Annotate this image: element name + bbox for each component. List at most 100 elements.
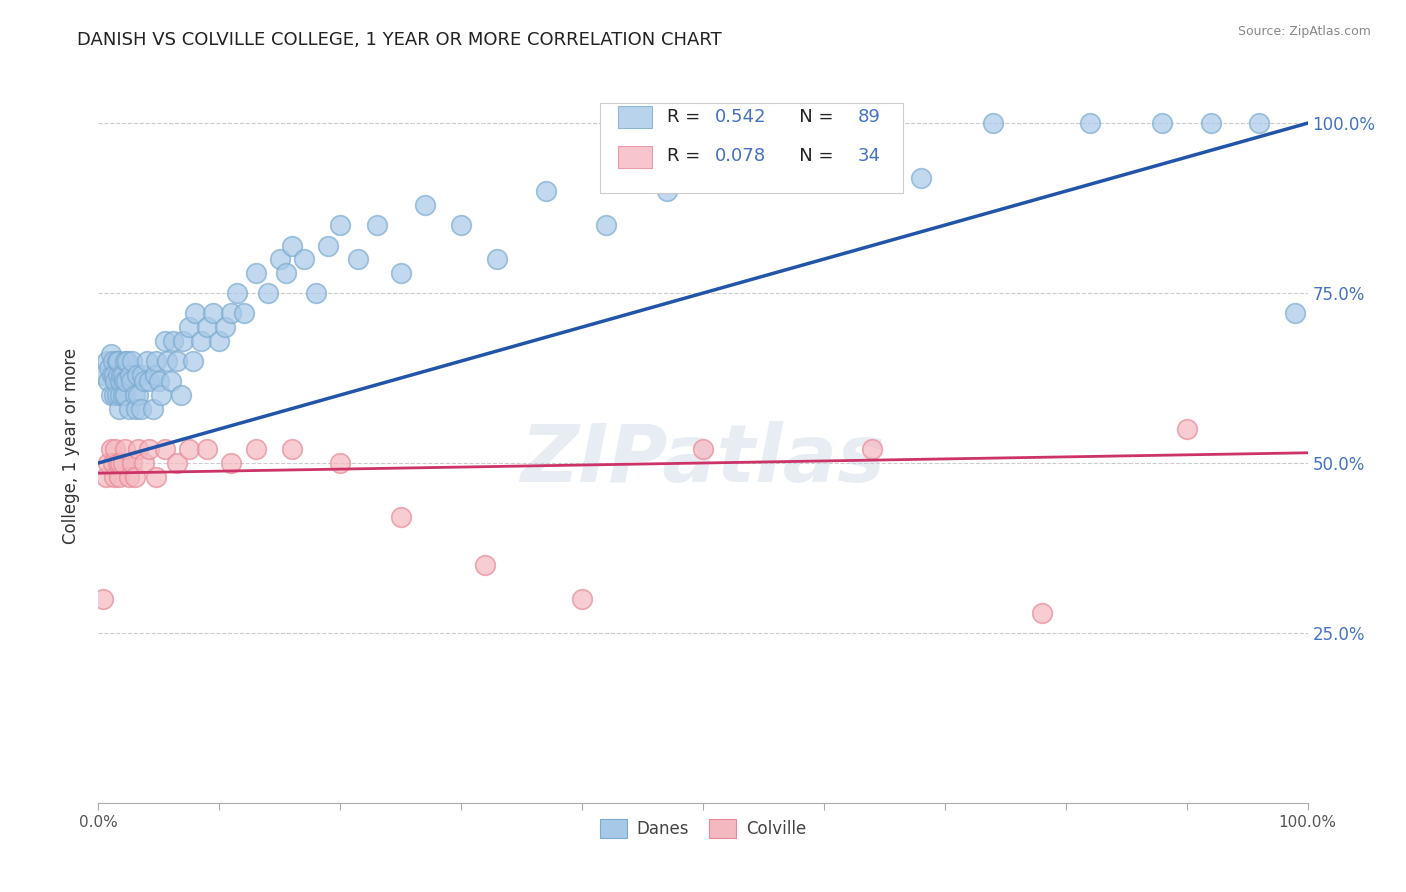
Point: [100, 442, 122, 457]
Point: [100, 388, 122, 402]
Point: [110, 368, 132, 382]
Point: [347, 252, 370, 266]
Text: 0.078: 0.078: [716, 147, 766, 165]
Point: [124, 388, 146, 402]
Point: [202, 306, 225, 320]
Point: [245, 266, 267, 280]
Point: [118, 469, 141, 483]
Point: [115, 375, 138, 389]
Text: R =: R =: [666, 147, 706, 165]
Point: [114, 442, 136, 457]
Point: [98, 360, 121, 375]
Point: [91, 591, 114, 606]
Point: [108, 388, 131, 402]
Point: [121, 354, 143, 368]
Point: [104, 375, 127, 389]
Point: [274, 266, 297, 280]
Point: [142, 401, 165, 416]
Point: [94, 469, 117, 483]
Point: [1152, 116, 1174, 130]
Point: [571, 591, 593, 606]
Point: [111, 388, 134, 402]
Point: [143, 368, 166, 382]
Point: [1249, 116, 1271, 130]
Point: [127, 442, 149, 457]
Point: [134, 375, 156, 389]
Point: [595, 218, 617, 232]
Point: [153, 442, 176, 457]
Point: [150, 388, 173, 402]
Point: [134, 456, 156, 470]
Point: [860, 442, 883, 457]
Point: [450, 218, 472, 232]
Point: [214, 320, 236, 334]
Point: [692, 442, 714, 457]
Point: [107, 456, 129, 470]
Point: [910, 170, 932, 185]
Point: [97, 375, 120, 389]
Point: [127, 388, 149, 402]
Point: [172, 334, 194, 348]
Point: [534, 184, 557, 198]
Text: R =: R =: [666, 108, 706, 126]
Point: [97, 456, 120, 470]
Point: [145, 354, 167, 368]
Point: [195, 442, 218, 457]
Point: [114, 354, 136, 368]
Point: [179, 320, 201, 334]
Point: [232, 306, 254, 320]
Point: [329, 218, 352, 232]
Point: [129, 401, 152, 416]
Point: [125, 401, 148, 416]
Text: N =: N =: [782, 147, 839, 165]
Point: [100, 368, 122, 382]
Text: N =: N =: [782, 108, 839, 126]
Bar: [619, 106, 652, 128]
Point: [108, 456, 131, 470]
Point: [156, 354, 179, 368]
Point: [162, 334, 184, 348]
Point: [112, 375, 135, 389]
Point: [107, 354, 129, 368]
Point: [101, 354, 124, 368]
Point: [111, 456, 134, 470]
Point: [93, 368, 115, 382]
Point: [486, 252, 509, 266]
Point: [111, 368, 134, 382]
Point: [181, 354, 204, 368]
Point: [121, 456, 143, 470]
Point: [103, 368, 125, 382]
Point: [138, 442, 160, 457]
Y-axis label: College, 1 year or more: College, 1 year or more: [62, 348, 80, 544]
Point: [105, 388, 128, 402]
Bar: [619, 145, 652, 168]
Point: [114, 388, 136, 402]
Point: [305, 286, 328, 301]
Point: [138, 375, 160, 389]
Point: [474, 558, 496, 572]
Point: [208, 334, 231, 348]
Point: [145, 469, 167, 483]
Point: [981, 116, 1004, 130]
Point: [124, 469, 146, 483]
Point: [104, 442, 127, 457]
Point: [366, 218, 388, 232]
Point: [108, 469, 131, 483]
Text: DANISH VS COLVILLE COLLEGE, 1 YEAR OR MORE CORRELATION CHART: DANISH VS COLVILLE COLLEGE, 1 YEAR OR MO…: [77, 31, 723, 49]
Point: [1199, 116, 1222, 130]
Text: 0.542: 0.542: [716, 108, 766, 126]
Point: [655, 184, 678, 198]
Point: [96, 354, 118, 368]
Point: [195, 320, 218, 334]
Point: [281, 238, 304, 252]
Text: 34: 34: [858, 147, 880, 165]
Point: [105, 354, 128, 368]
Point: [281, 442, 304, 457]
Text: 89: 89: [858, 108, 880, 126]
Point: [716, 170, 738, 185]
Point: [221, 456, 243, 470]
Point: [179, 442, 201, 457]
Point: [100, 347, 122, 361]
Point: [101, 456, 124, 470]
Point: [389, 266, 412, 280]
